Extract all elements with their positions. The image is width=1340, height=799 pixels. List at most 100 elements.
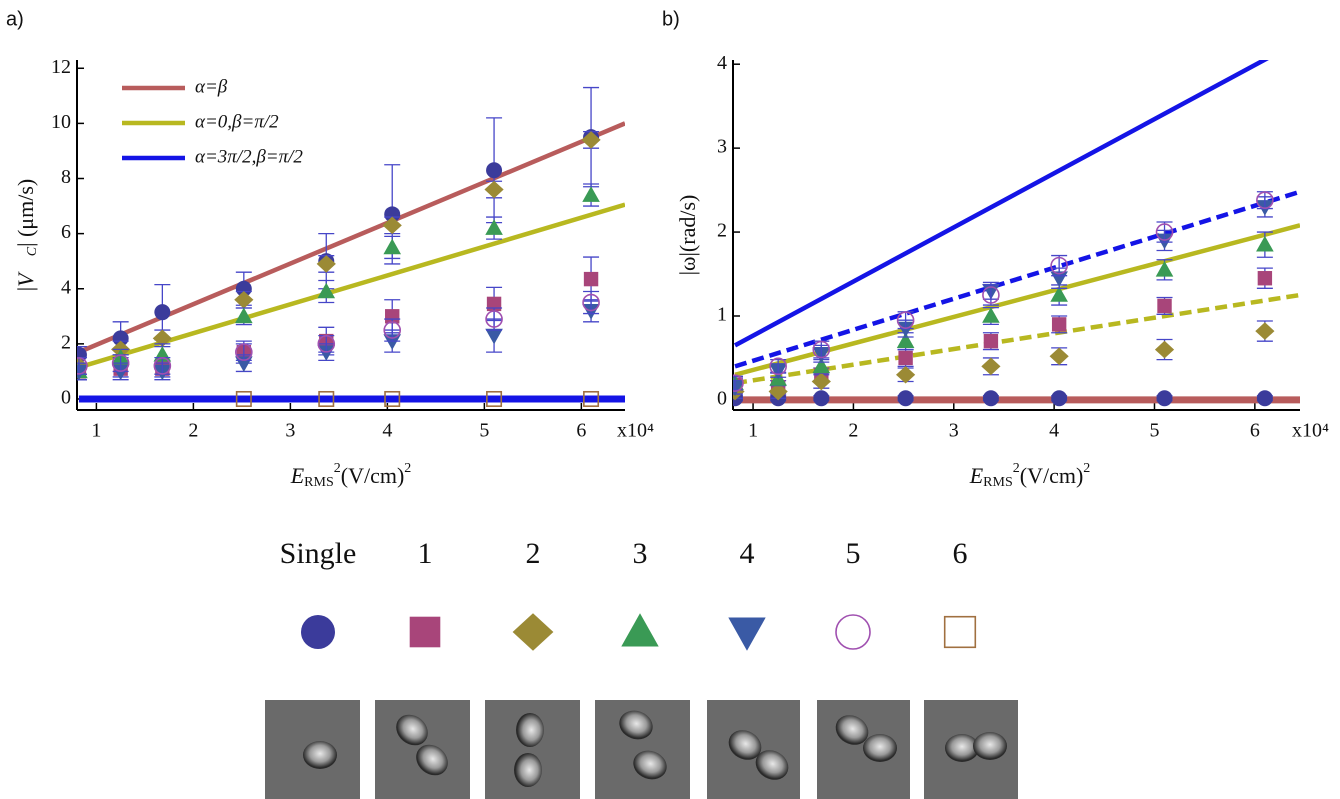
axis-label-part: RMS	[304, 475, 334, 490]
x-tick-label: 6	[1250, 420, 1260, 442]
marker	[1256, 235, 1274, 252]
marker	[301, 615, 335, 649]
error-bar	[982, 284, 999, 306]
particle	[755, 750, 789, 780]
particle	[835, 715, 869, 745]
marker	[896, 365, 916, 384]
x-tick-label: 5	[479, 420, 489, 442]
particle	[633, 750, 667, 780]
x-tick-label: 3	[949, 420, 959, 442]
marker	[317, 345, 336, 361]
x-tick-label: 3	[285, 420, 295, 442]
y-tick-label: 1	[717, 304, 727, 326]
marker	[409, 616, 441, 648]
axis-label-part: (V/cm)	[1020, 463, 1084, 488]
marker	[1256, 191, 1274, 209]
marker	[384, 206, 401, 223]
axis-label-part: C	[25, 246, 40, 256]
marker	[621, 613, 659, 647]
marker	[485, 328, 503, 345]
marker	[982, 390, 999, 407]
particle	[514, 753, 542, 787]
panel-label: a)	[6, 8, 24, 30]
marker	[153, 357, 172, 375]
x-tick-label: 1	[748, 420, 758, 442]
marker	[896, 311, 915, 329]
marker	[235, 390, 252, 407]
axis-label: |ω|(rad/s)	[675, 195, 700, 276]
marker	[813, 390, 830, 407]
marker	[898, 350, 913, 366]
marker	[768, 382, 788, 401]
key-label: 6	[953, 537, 968, 570]
error-bar	[1051, 254, 1068, 277]
marker	[982, 286, 1000, 304]
marker	[384, 390, 401, 407]
marker	[733, 374, 744, 392]
x-tick-label: 4	[1049, 420, 1059, 442]
marker	[1155, 261, 1174, 277]
marker	[485, 219, 503, 235]
marker	[1257, 271, 1273, 286]
y-tick-label: 4	[717, 52, 727, 74]
marker	[983, 333, 999, 349]
x-tick-label: 5	[1149, 420, 1159, 442]
marker	[897, 390, 914, 407]
marker	[981, 357, 1001, 376]
marker	[581, 131, 601, 149]
marker	[1049, 347, 1069, 366]
x-multiplier: x10⁴	[617, 420, 654, 442]
key-label: 1	[418, 537, 433, 570]
marker	[512, 613, 554, 651]
x-tick-label: 2	[188, 420, 198, 442]
y-tick-label: 10	[51, 111, 71, 133]
marker	[1154, 340, 1175, 359]
axis-label: |V⃗C| (μm/s)	[13, 179, 40, 291]
axis-label-part: 2	[404, 461, 411, 476]
particle	[303, 741, 337, 769]
marker	[896, 321, 915, 338]
marker	[896, 332, 915, 348]
axis-label: ERMS2(V/cm)2	[969, 461, 1091, 490]
marker	[733, 380, 744, 397]
marker	[812, 357, 831, 374]
axis-label-part: 2	[1083, 461, 1090, 476]
marker	[835, 614, 871, 650]
axis-label-part: | (μm/s)	[13, 179, 38, 247]
marker	[383, 238, 402, 255]
x-tick-label: 4	[382, 420, 392, 442]
marker	[811, 372, 831, 391]
marker	[382, 216, 402, 235]
marker	[1051, 317, 1067, 332]
marker	[1050, 286, 1068, 302]
axis-label-part: E	[969, 463, 984, 488]
particle	[973, 732, 1007, 760]
marker	[112, 330, 129, 347]
y-tick-label: 4	[61, 276, 71, 298]
marker	[1155, 223, 1174, 241]
y-tick-label: 0	[61, 387, 71, 409]
marker	[943, 615, 977, 649]
marker	[485, 310, 503, 328]
panel-label: b)	[662, 8, 680, 30]
marker	[317, 282, 336, 299]
particle	[945, 734, 979, 762]
plot-area	[733, 60, 1300, 407]
marker	[1051, 390, 1068, 407]
marker	[1255, 322, 1275, 340]
y-tick-label: 8	[61, 166, 71, 188]
y-tick-label: 3	[717, 136, 727, 158]
marker	[1156, 390, 1173, 407]
marker	[235, 343, 253, 361]
marker	[982, 307, 1000, 323]
key-label: 5	[846, 537, 861, 570]
x-multiplier: x10⁴	[1292, 420, 1329, 442]
axis-label-part: V⃗	[13, 256, 38, 287]
plot-area	[77, 86, 625, 407]
key-label: 4	[740, 537, 755, 570]
key-label: Single	[280, 537, 357, 570]
marker	[582, 186, 600, 202]
key-label: 3	[633, 537, 648, 570]
marker	[769, 357, 787, 376]
